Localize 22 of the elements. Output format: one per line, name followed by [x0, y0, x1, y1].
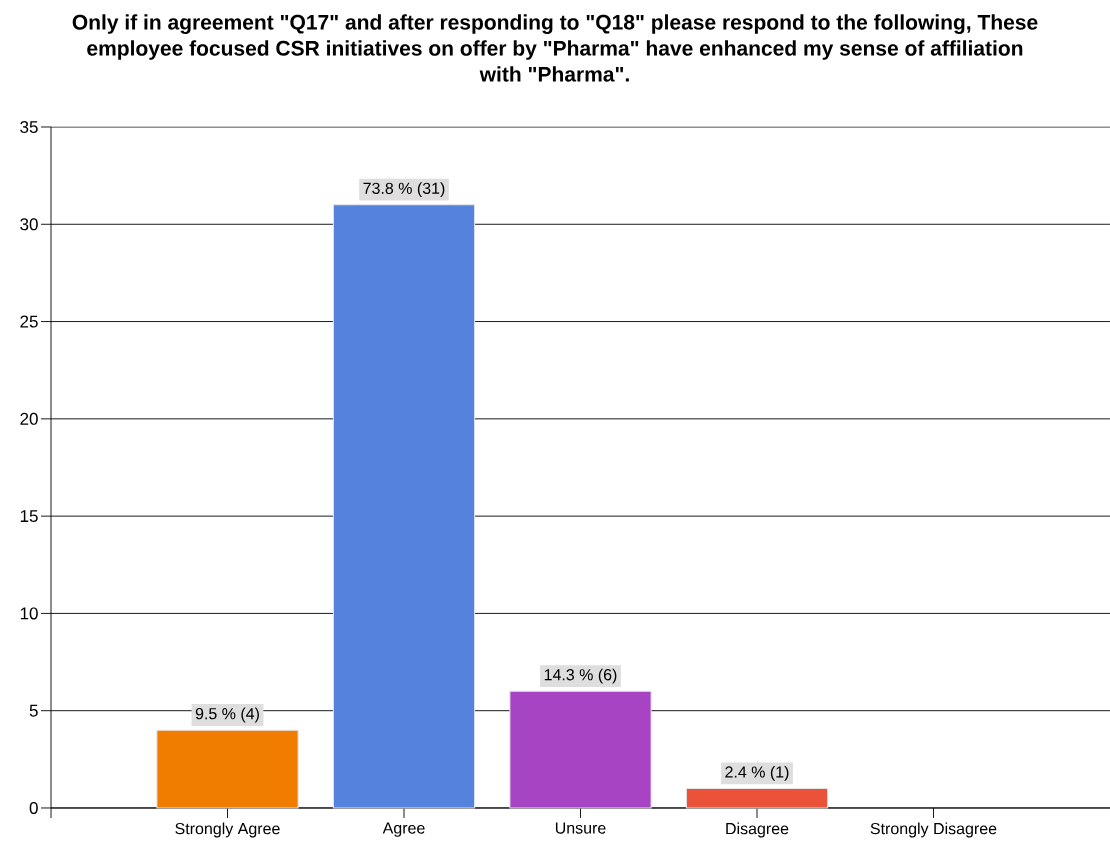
y-tick-label: 30 — [20, 218, 38, 231]
x-tick-label: Strongly Disagree — [870, 822, 997, 838]
bar — [685, 788, 829, 809]
y-tick-label: 25 — [20, 315, 38, 328]
x-tick-label: Strongly Agree — [175, 822, 280, 838]
data-label: 73.8 % (31) — [363, 182, 445, 198]
data-label: 2.4 % (1) — [725, 765, 789, 781]
data-label: 14.3 % (6) — [544, 668, 617, 684]
chart-title: Only if in agreement "Q17" and after responding to "Q18" please respond to the following, These employee focused CSR initiatives on offer by "Pharma" have enhanced my sense of affiliation with "Pharma". — [72, 14, 1038, 82]
x-tick-label: Disagree — [726, 822, 789, 838]
y-tick-label: 10 — [20, 607, 38, 620]
bar — [509, 690, 652, 809]
bar — [332, 204, 476, 809]
y-tick-label: 5 — [29, 704, 38, 717]
y-tick-label: 20 — [20, 412, 38, 425]
x-tick-label: Unsure — [555, 822, 606, 834]
y-tick-label: 35 — [20, 120, 38, 134]
bar — [156, 729, 299, 809]
y-tick-label: 15 — [20, 510, 38, 523]
data-label: 9.5 % (4) — [195, 707, 259, 723]
x-tick-label: Agree — [382, 822, 425, 837]
y-tick-label: 0 — [29, 801, 38, 815]
